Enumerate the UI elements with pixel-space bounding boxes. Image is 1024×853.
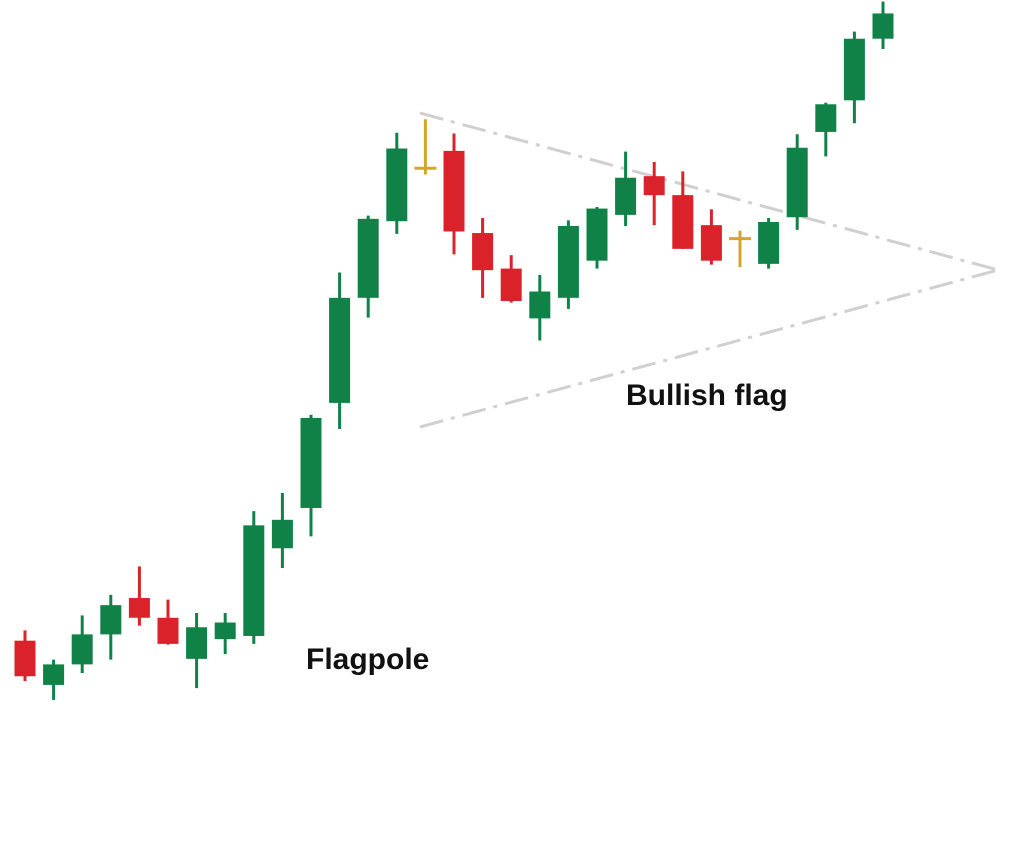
candle-body bbox=[700, 225, 722, 261]
upper-trendline bbox=[419, 111, 999, 272]
candle-body bbox=[14, 640, 36, 677]
candle-body bbox=[557, 225, 579, 298]
candle-body bbox=[386, 148, 408, 222]
candle-body bbox=[472, 233, 494, 271]
candle-body bbox=[157, 617, 179, 644]
candle bbox=[557, 220, 579, 309]
candle bbox=[300, 414, 322, 537]
candle-body bbox=[500, 268, 522, 301]
candle bbox=[271, 492, 293, 569]
candle-body bbox=[672, 195, 694, 249]
candle bbox=[128, 566, 150, 626]
pennant-trendlines bbox=[419, 111, 999, 429]
bullish-flag-label: Bullish flag bbox=[626, 379, 788, 412]
candle bbox=[586, 206, 608, 269]
candle-body bbox=[71, 634, 93, 665]
candle bbox=[472, 218, 494, 298]
candle bbox=[872, 1, 894, 49]
candle-body bbox=[786, 147, 808, 218]
candle-body bbox=[243, 525, 265, 636]
candles bbox=[14, 1, 894, 700]
candle-body bbox=[643, 176, 665, 196]
lower-trendline bbox=[419, 268, 999, 429]
candle-body bbox=[357, 218, 379, 298]
candle bbox=[157, 599, 179, 645]
candle bbox=[786, 134, 808, 230]
candle-body bbox=[186, 627, 208, 659]
candle-body bbox=[43, 664, 65, 685]
candle bbox=[386, 132, 408, 234]
candle-body bbox=[300, 417, 322, 508]
candle bbox=[71, 615, 93, 674]
candle bbox=[643, 161, 665, 226]
candle bbox=[758, 218, 780, 269]
candle bbox=[357, 215, 379, 318]
candle bbox=[243, 511, 265, 644]
candle-body bbox=[843, 38, 865, 101]
candle bbox=[443, 133, 465, 255]
candle-body bbox=[271, 519, 293, 549]
candle-body bbox=[529, 291, 551, 319]
candle-body bbox=[443, 150, 465, 232]
candle-body bbox=[100, 605, 122, 635]
candle bbox=[186, 613, 208, 689]
candle-body bbox=[615, 177, 637, 215]
candle bbox=[700, 209, 722, 265]
candle-body bbox=[329, 297, 351, 403]
candle bbox=[214, 613, 236, 655]
candle bbox=[815, 102, 837, 157]
candle-body bbox=[128, 598, 150, 618]
candle bbox=[843, 31, 865, 124]
candle bbox=[43, 659, 65, 700]
candle bbox=[14, 630, 36, 681]
candle bbox=[672, 171, 694, 249]
candle bbox=[615, 151, 637, 226]
candle bbox=[329, 272, 351, 429]
candle-body bbox=[872, 13, 894, 39]
candle-body bbox=[586, 208, 608, 261]
candle-body bbox=[815, 104, 837, 132]
candle-body bbox=[214, 622, 236, 640]
candle bbox=[529, 274, 551, 341]
candle bbox=[500, 255, 522, 303]
candle-body bbox=[758, 221, 780, 264]
candle bbox=[414, 119, 437, 175]
flagpole-label: Flagpole bbox=[306, 643, 429, 676]
candle bbox=[729, 230, 751, 268]
candle bbox=[100, 594, 122, 660]
